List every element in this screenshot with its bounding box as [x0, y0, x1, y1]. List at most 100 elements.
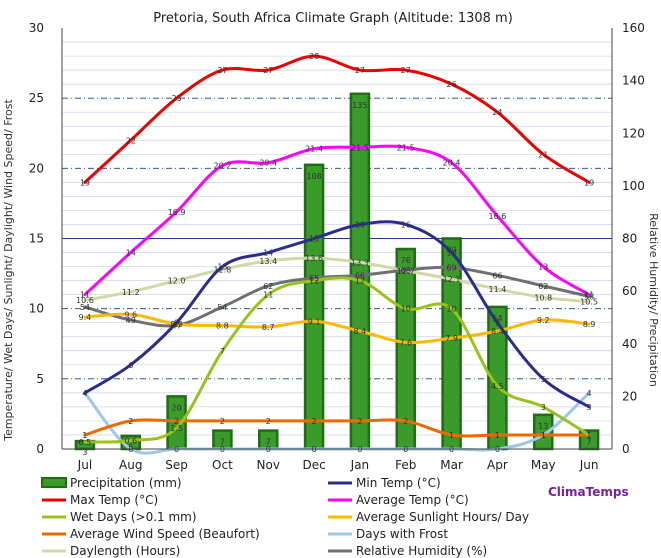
data-label: 21.5	[397, 143, 415, 152]
data-label: 3	[541, 403, 546, 412]
data-label: 2	[357, 417, 362, 426]
data-label: 1	[541, 431, 546, 440]
data-label: 16	[355, 220, 365, 229]
data-label: 1	[495, 431, 500, 440]
legend-swatch	[41, 477, 67, 488]
y-tick-left: 20	[29, 161, 44, 175]
series-line-daylength-hours	[83, 256, 591, 304]
precipitation-label: 54	[492, 314, 502, 323]
y-tick-left: 25	[29, 91, 44, 105]
data-label: 2	[174, 417, 179, 426]
x-tick-label: Jun	[579, 458, 599, 472]
data-label: 21.5	[351, 143, 369, 152]
y-tick-left: 5	[36, 372, 44, 386]
x-tick-label: Aug	[119, 458, 142, 472]
data-label: 49	[126, 316, 136, 325]
precipitation-label: 5	[128, 443, 133, 452]
y-tick-right: 60	[622, 284, 637, 298]
data-label: 62	[538, 282, 548, 291]
data-label: 9	[495, 319, 500, 328]
data-label: 19	[80, 178, 90, 187]
y-tick-right: 0	[622, 442, 630, 456]
precipitation-label: 20	[171, 403, 181, 412]
legend-label: Precipitation (mm)	[70, 476, 182, 490]
x-tick-label: Apr	[487, 458, 508, 472]
series-line-average-wind-speed-beaufort	[83, 418, 591, 438]
data-label: 58	[584, 292, 594, 301]
data-label: 68	[401, 266, 411, 275]
data-label: 69	[446, 263, 456, 272]
legend-label: Wet Days (>0.1 mm)	[70, 510, 197, 524]
legend-label: Average Wind Speed (Beaufort)	[70, 527, 260, 541]
data-label: 6	[128, 361, 133, 370]
data-label: 8.9	[170, 320, 183, 329]
data-label: 13.6	[305, 254, 323, 263]
data-label: 11	[263, 291, 273, 300]
data-label: 8.9	[583, 320, 596, 329]
data-label: 7.9	[445, 334, 458, 343]
series-lines	[83, 54, 591, 455]
data-label: 24	[492, 108, 502, 117]
data-label: 16	[401, 220, 411, 229]
data-label: 0.6	[124, 437, 137, 446]
y-tick-right: 80	[622, 232, 637, 246]
chart-title: Pretoria, South Africa Climate Graph (Al…	[153, 11, 513, 26]
data-label: 27	[355, 66, 365, 75]
data-label: 4	[82, 389, 87, 398]
data-label: 62	[263, 282, 273, 291]
legend-label: Average Sunlight Hours/ Day	[356, 510, 529, 524]
data-label: 14	[446, 249, 456, 258]
y-tick-left: 0	[36, 442, 44, 456]
precipitation-label: 13	[538, 422, 548, 431]
data-label: 10	[401, 305, 411, 314]
x-tick-label: Nov	[257, 458, 280, 472]
data-label: 4	[82, 389, 87, 398]
data-label: 8.4	[491, 327, 504, 336]
data-label: 27	[217, 66, 227, 75]
brand-logo-text: ClimaTemps	[548, 485, 629, 499]
data-label: 10	[446, 305, 456, 314]
data-label: 13.4	[259, 257, 277, 266]
x-tick-label: Feb	[395, 458, 416, 472]
data-label: 2	[266, 417, 271, 426]
data-label: 4.5	[491, 382, 504, 391]
legend-label: Min Temp (°C)	[356, 476, 441, 490]
data-label: 21.4	[305, 145, 323, 154]
y-tick-right: 140	[622, 74, 645, 88]
data-label: 10.6	[76, 296, 94, 305]
legend-label: Days with Frost	[356, 527, 448, 541]
data-label: 12	[309, 277, 319, 286]
data-label: 26	[446, 80, 456, 89]
data-label: 11	[80, 291, 90, 300]
data-label: 13	[538, 263, 548, 272]
data-label: 11	[584, 291, 594, 300]
legend-label: Daylength (Hours)	[70, 544, 180, 558]
legend-label: Average Temp (°C)	[356, 493, 469, 507]
precipitation-label: 108	[306, 172, 321, 181]
data-label: 19	[584, 178, 594, 187]
data-label: 1.5	[170, 424, 183, 433]
y-tick-right: 120	[622, 126, 645, 140]
data-label: 20.2	[214, 162, 232, 171]
grid	[62, 41, 612, 436]
data-label: 10.5	[580, 298, 598, 307]
y-tick-right: 100	[622, 179, 645, 193]
series-line-wet-days-0-1-mm	[83, 276, 591, 444]
y-tick-left: 30	[29, 21, 44, 35]
data-label: 20.4	[259, 159, 277, 168]
data-label: 21	[538, 150, 548, 159]
data-label: 27	[401, 66, 411, 75]
y-tick-left: 15	[29, 232, 44, 246]
x-tick-label: Dec	[302, 458, 325, 472]
data-label: 1	[587, 431, 592, 440]
series-line-min-temp-c	[83, 220, 591, 409]
data-label: 2	[220, 417, 225, 426]
x-tick-label: Mar	[440, 458, 463, 472]
data-label: 2	[128, 417, 133, 426]
series-line-max-temp-c	[83, 54, 591, 184]
data-label: 12.7	[397, 267, 415, 276]
y-tick-left: 10	[29, 302, 44, 316]
data-label: 4	[587, 389, 592, 398]
